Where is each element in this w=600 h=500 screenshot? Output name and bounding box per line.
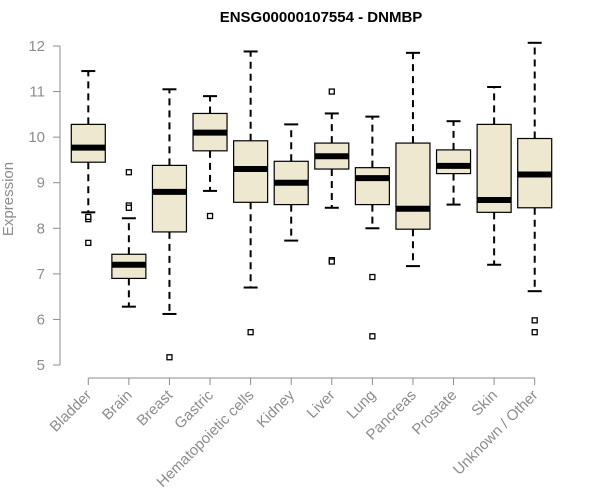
outlier-point [85,213,92,221]
x-tick-label: Breast [134,386,177,429]
x-tick-label: Liver [304,387,339,422]
boxes-layer [70,41,553,361]
outlier-point [328,88,335,95]
y-axis-label: Expression [0,162,17,236]
box-group [151,88,188,361]
y-tick-label: 8 [37,220,45,237]
outlier-point [206,212,214,220]
x-tick-label: Prostate [409,387,461,439]
outlier-point [369,333,376,340]
box-group [435,120,472,206]
box-group [192,95,228,220]
box-group [395,51,431,268]
x-tick-label: Skin [468,387,501,420]
x-tick-label: Bladder [47,387,96,436]
outlier-point [166,354,173,361]
y-tick-label: 7 [37,266,45,283]
outlier-point [531,329,538,336]
y-tick-label: 6 [37,311,45,328]
y-tick-label: 10 [28,129,45,146]
x-tick-label: Lung [344,387,380,423]
box-group [273,123,309,242]
box-group [476,86,512,266]
box-group [354,115,390,340]
box-iqr [151,164,188,233]
y-tick-label: 9 [37,175,45,192]
box-group [111,169,147,308]
box-iqr [354,167,390,206]
outlier-point [125,204,133,211]
y-tick-label: 12 [28,38,45,55]
outlier-point [328,258,335,265]
chart-title: ENSG00000107554 - DNMBP [220,9,423,26]
box-group [70,70,106,247]
box-group [314,88,350,265]
outlier-point [531,317,538,324]
outlier-point [369,273,376,281]
outlier-point [125,169,133,176]
y-axis: 5 6 7 8 9 10 11 12 [28,38,61,374]
box-group [517,41,553,336]
y-tick-label: 5 [37,357,45,374]
x-tick-label: Kidney [254,386,299,431]
y-tick-label: 11 [29,84,45,101]
x-tick-label: Brain [99,387,136,424]
box-iqr [395,142,431,230]
box-iqr [435,149,472,175]
outlier-point [247,329,254,336]
outlier-point [85,239,92,247]
box-group [233,50,269,336]
box-iqr [70,123,106,163]
